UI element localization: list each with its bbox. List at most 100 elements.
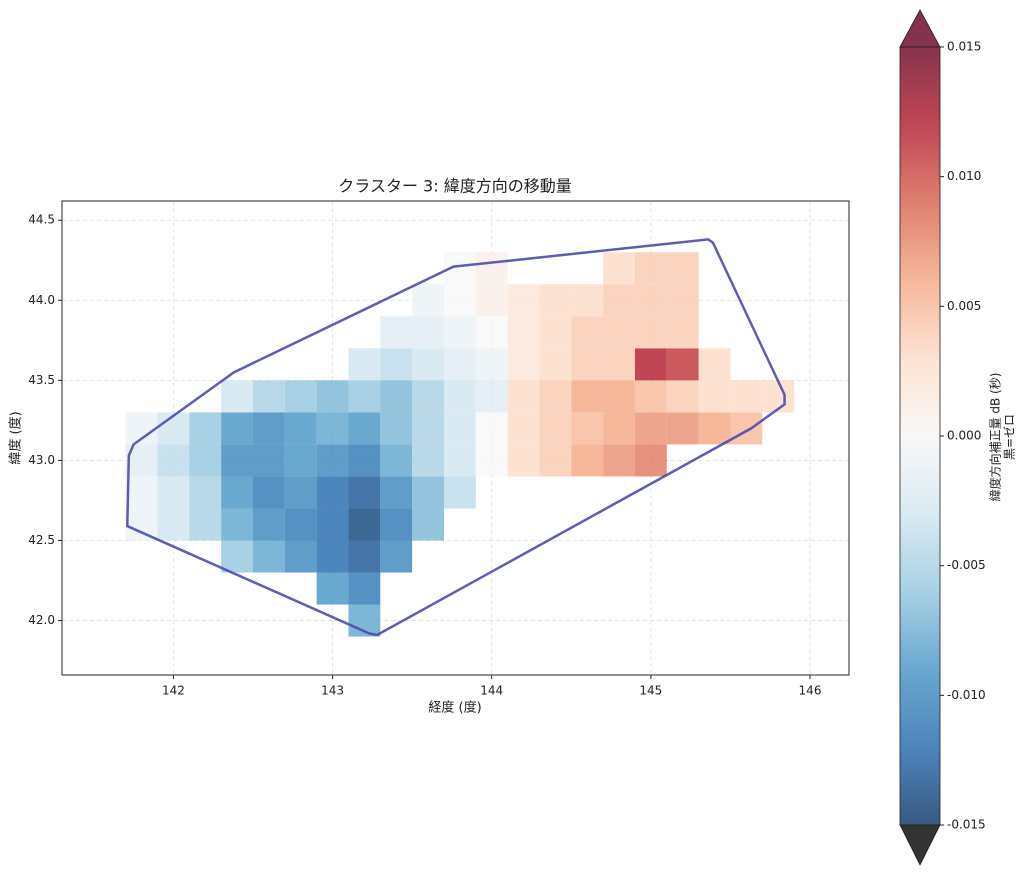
heatmap-cell — [730, 412, 763, 445]
heatmap-cell — [189, 508, 222, 541]
heatmap-cell — [157, 476, 190, 509]
heatmap-cell — [157, 508, 190, 541]
heatmap-cell — [475, 316, 508, 349]
colorbar-tick-label: 0.015 — [947, 40, 981, 54]
heatmap-cell — [412, 316, 444, 349]
heatmap-cell — [571, 444, 604, 477]
heatmap-cell — [507, 316, 540, 349]
y-tick-label: 42.0 — [28, 613, 55, 627]
heatmap-cell — [634, 444, 667, 477]
colorbar-tick-label: -0.010 — [947, 688, 986, 702]
y-tick-label: 43.5 — [28, 373, 55, 387]
colorbar-sublabel: 黒=ゼロ — [1003, 414, 1017, 460]
y-tick-label: 42.5 — [28, 533, 55, 547]
heatmap-cell — [221, 476, 253, 509]
colorbar-tick-label: -0.005 — [947, 558, 986, 572]
heatmap-cell — [412, 412, 444, 445]
colorbar-label: 緯度方向補正量 dB (秒) — [988, 373, 1003, 502]
heatmap-cell — [125, 476, 158, 509]
heatmap-cell — [380, 380, 413, 413]
heatmap-cell — [507, 380, 540, 413]
heatmap-cell — [507, 348, 540, 381]
heatmap-cell — [475, 348, 508, 381]
heatmap-cell — [380, 476, 413, 509]
heatmap-cell — [380, 412, 413, 445]
heatmap-cell — [221, 412, 253, 445]
heatmap-cell — [380, 508, 413, 541]
heatmap-cell — [443, 476, 476, 509]
heatmap-cell — [539, 316, 572, 349]
x-tick-label: 145 — [639, 684, 662, 698]
chart-title: クラスター 3: 緯度方向の移動量 — [338, 177, 571, 196]
heatmap — [125, 252, 795, 637]
heatmap-cell — [603, 252, 635, 285]
heatmap-cell — [380, 444, 413, 477]
heatmap-cell — [252, 444, 285, 477]
heatmap-cell — [666, 316, 699, 349]
heatmap-cell — [666, 284, 699, 317]
heatmap-cell — [507, 444, 540, 477]
heatmap-cell — [571, 412, 604, 445]
heatmap-cell — [221, 444, 253, 477]
heatmap-cell — [412, 380, 444, 413]
heatmap-cell — [634, 284, 667, 317]
heatmap-cell — [507, 284, 540, 317]
heatmap-cell — [475, 284, 508, 317]
heatmap-cell — [443, 284, 476, 317]
heatmap-cell — [634, 348, 667, 381]
heatmap-cell — [348, 572, 381, 605]
heatmap-cell — [443, 380, 476, 413]
heatmap-cell — [762, 380, 795, 413]
heatmap-cell — [475, 444, 508, 477]
plot-frame — [61, 200, 850, 676]
heatmap-cell — [157, 444, 190, 477]
colorbar-extend-over — [899, 9, 941, 48]
heatmap-cell — [475, 380, 508, 413]
heatmap-cell — [348, 380, 381, 413]
heatmap-cell — [316, 572, 349, 605]
heatmap-cell — [603, 316, 635, 349]
heatmap-cell — [221, 540, 253, 573]
heatmap-cell — [348, 348, 381, 381]
heatmap-cell — [539, 284, 572, 317]
colorbar-extend-under — [899, 824, 941, 866]
heatmap-cell — [634, 380, 667, 413]
heatmap-cell — [348, 508, 381, 541]
heatmap-cell — [189, 444, 222, 477]
heatmap-cell — [316, 540, 349, 573]
heatmap-cell — [666, 412, 699, 445]
heatmap-cell — [412, 508, 444, 541]
heatmap-cell — [698, 412, 731, 445]
heatmap-cell — [443, 444, 476, 477]
heatmap-cell — [316, 444, 349, 477]
heatmap-cell — [603, 444, 635, 477]
colorbar — [900, 47, 940, 825]
heatmap-cell — [539, 444, 572, 477]
heatmap-cell — [348, 540, 381, 573]
heatmap-cell — [316, 412, 349, 445]
heatmap-cell — [316, 380, 349, 413]
heatmap-cell — [571, 380, 604, 413]
heatmap-cell — [284, 508, 317, 541]
x-tick-label: 146 — [799, 684, 822, 698]
colorbar-tick-label: 0.000 — [947, 429, 981, 443]
heatmap-cell — [284, 444, 317, 477]
heatmap-cell — [571, 316, 604, 349]
heatmap-cell — [380, 540, 413, 573]
boundary — [125, 238, 786, 637]
heatmap-cell — [666, 348, 699, 381]
colorbar-tick-label: 0.005 — [947, 299, 981, 313]
heatmap-cell — [252, 476, 285, 509]
heatmap-cell — [316, 476, 349, 509]
heatmap-cell — [571, 284, 604, 317]
y-tick-label: 44.0 — [28, 293, 55, 307]
heatmap-cell — [443, 348, 476, 381]
heatmap-cell — [539, 380, 572, 413]
heatmap-cell — [189, 476, 222, 509]
y-tick-label: 44.5 — [28, 213, 55, 227]
x-axis-label: 経度 (度) — [428, 700, 481, 716]
heatmap-cell — [380, 348, 413, 381]
y-axis-label: 緯度 (度) — [8, 411, 24, 464]
heatmap-cell — [412, 284, 444, 317]
heatmap-cell — [348, 476, 381, 509]
